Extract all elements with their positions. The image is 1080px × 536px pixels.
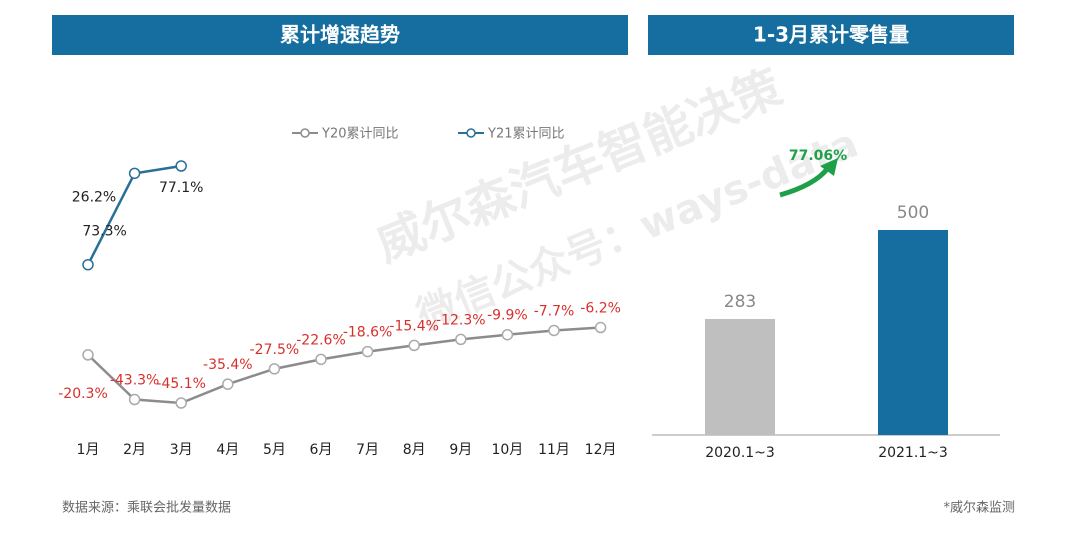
bar [705, 318, 775, 435]
data-label: -15.4% [389, 318, 439, 334]
x-tick-label: 1月 [77, 442, 100, 458]
x-tick-label: 2021.1~3 [878, 445, 948, 461]
x-tick-label: 7月 [356, 442, 379, 458]
x-tick-label: 9月 [449, 442, 472, 458]
point [82, 258, 94, 271]
data-label: -43.3% [110, 373, 160, 389]
data-label: 77.1% [159, 180, 203, 196]
data-label: 500 [897, 203, 929, 223]
point [594, 321, 607, 334]
header-bar [52, 15, 628, 55]
data-label: -6.2% [580, 301, 621, 317]
point [175, 397, 187, 409]
watermark: 威尔森汽车智能决策 微信公众号：ways-data [368, 59, 864, 339]
legend-label: Y20累计同比 [321, 127, 398, 142]
x-tick-label: 11月 [538, 442, 570, 458]
point [82, 349, 94, 361]
x-tick-label: 5月 [263, 442, 286, 458]
x-tick-label: 12月 [585, 442, 617, 458]
point [455, 333, 467, 346]
x-tick-label: 2月 [123, 442, 146, 458]
data-label: -12.3% [436, 312, 486, 328]
data-label: 73.3% [82, 223, 126, 239]
data-label: -45.1% [156, 376, 206, 392]
point [128, 167, 141, 180]
note: *威尔森监测 [943, 501, 1015, 516]
point [315, 353, 327, 366]
arrow [779, 166, 830, 198]
x-tick-label: 2020.1~3 [705, 445, 775, 461]
legend-marker [300, 128, 310, 138]
data-label: -18.6% [343, 325, 393, 341]
data-label: -9.9% [487, 308, 528, 324]
point [268, 363, 281, 375]
x-tick-label: 8月 [403, 442, 426, 458]
x-tick-label: 3月 [170, 442, 193, 458]
header-bar [648, 15, 1014, 55]
arrow-head [820, 158, 838, 176]
point [175, 160, 187, 172]
data-label: -22.6% [296, 332, 346, 348]
source: 数据来源：乘联会批发量数据 [62, 500, 231, 516]
point [501, 328, 514, 341]
data-label: -20.3% [58, 386, 108, 402]
data-label: 26.2% [72, 190, 116, 206]
legend-label: Y21累计同比 [487, 127, 564, 142]
x-tick-label: 10月 [491, 442, 523, 458]
bar [878, 230, 948, 435]
point [361, 345, 374, 358]
data-label: -27.5% [250, 342, 300, 358]
annotation: 77.06% [789, 148, 847, 164]
legend-marker [466, 128, 476, 138]
x-tick-label: 6月 [310, 442, 333, 458]
series-line [87, 326, 601, 405]
point [408, 339, 420, 352]
chart-title: 1-3月累计零售量 [753, 23, 909, 47]
data-label: -7.7% [534, 303, 575, 319]
point [222, 378, 234, 390]
chart-title: 累计增速趋势 [280, 23, 400, 47]
point [548, 324, 560, 337]
data-label: 283 [724, 292, 756, 312]
x-tick-label: 4月 [216, 442, 239, 458]
point [128, 393, 141, 406]
data-label: -35.4% [203, 357, 253, 373]
